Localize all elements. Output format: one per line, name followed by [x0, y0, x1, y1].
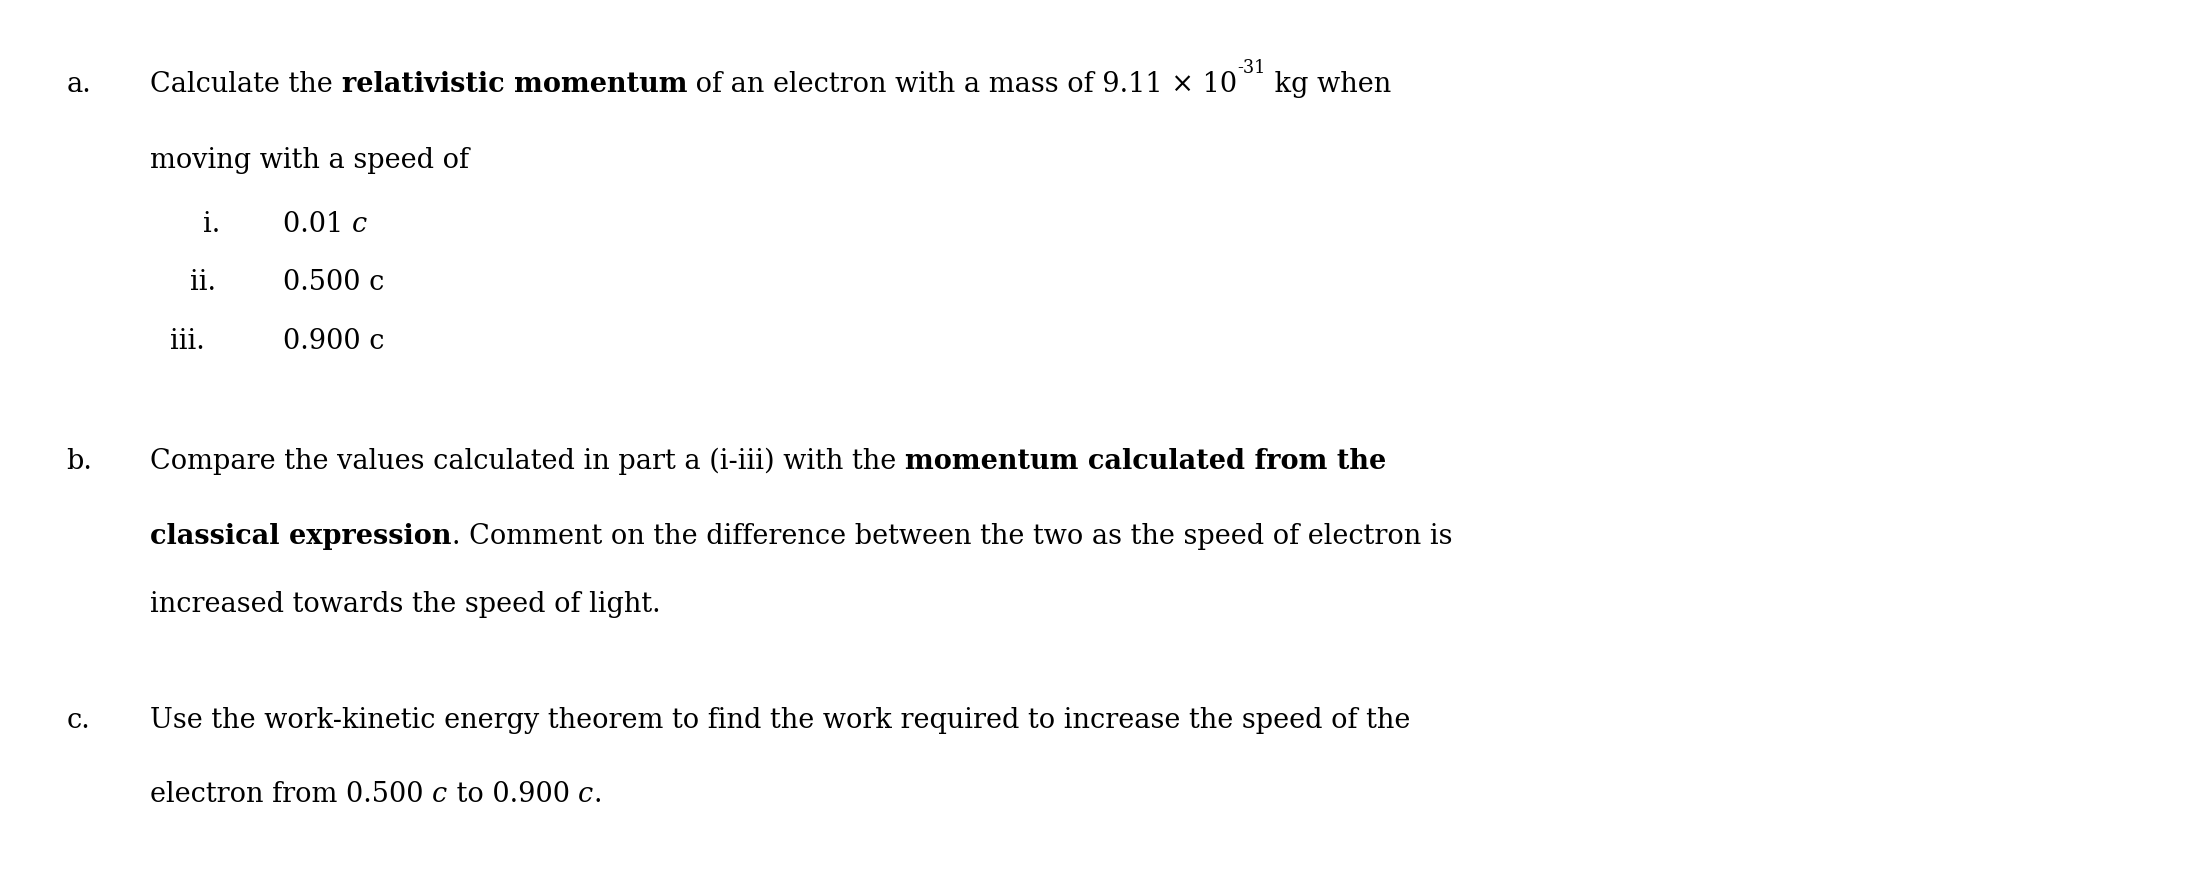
Text: c.: c. [66, 707, 91, 734]
Text: -31: -31 [1236, 59, 1265, 77]
Text: . Comment on the difference between the two as the speed of electron is: . Comment on the difference between the … [453, 523, 1453, 550]
Text: to 0.900: to 0.900 [448, 781, 578, 808]
Text: a.: a. [66, 71, 91, 98]
Text: c: c [578, 781, 594, 808]
Text: .: . [594, 781, 603, 808]
Text: momentum calculated from the: momentum calculated from the [905, 448, 1387, 475]
Text: Use the work-kinetic energy theorem to find the work required to increase the sp: Use the work-kinetic energy theorem to f… [150, 707, 1411, 734]
Text: 0.01: 0.01 [283, 211, 351, 238]
Text: 0.900 c: 0.900 c [283, 328, 384, 355]
Text: i.: i. [203, 211, 221, 238]
Text: Calculate the: Calculate the [150, 71, 342, 98]
Text: b.: b. [66, 448, 93, 475]
Text: electron from 0.500: electron from 0.500 [150, 781, 433, 808]
Text: relativistic momentum: relativistic momentum [342, 71, 687, 98]
Text: kg when: kg when [1265, 71, 1391, 98]
Text: Compare the values calculated in part a (i-iii) with the: Compare the values calculated in part a … [150, 448, 905, 475]
Text: c: c [433, 781, 448, 808]
Text: moving with a speed of: moving with a speed of [150, 147, 468, 174]
Text: ii.: ii. [190, 269, 216, 296]
Text: of an electron with a mass of 9.11 × 10: of an electron with a mass of 9.11 × 10 [687, 71, 1236, 98]
Text: classical expression: classical expression [150, 523, 453, 550]
Text: increased towards the speed of light.: increased towards the speed of light. [150, 591, 660, 618]
Text: c: c [351, 211, 367, 238]
Text: 0.500 c: 0.500 c [283, 269, 384, 296]
Text: iii.: iii. [170, 328, 205, 355]
